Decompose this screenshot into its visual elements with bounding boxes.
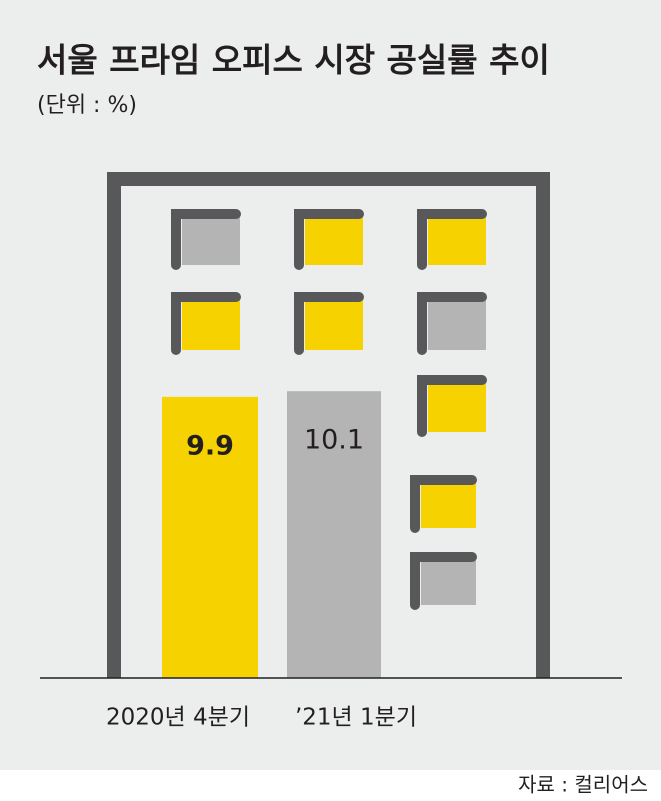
window [410, 475, 477, 533]
window [417, 375, 487, 437]
window [417, 209, 487, 270]
window [417, 292, 487, 355]
bar [162, 396, 258, 678]
window [294, 292, 364, 355]
chart-title: 서울 프라임 오피스 시장 공실률 추이 [37, 41, 550, 80]
bar [287, 391, 381, 678]
window [171, 292, 241, 355]
source: 자료 : 컬리어스 [518, 773, 648, 797]
windows [171, 209, 487, 610]
chart-subtitle: (단위 : %) [37, 93, 137, 118]
value-label: 10.1 [304, 425, 364, 456]
window [171, 209, 241, 270]
footer-background [0, 770, 661, 801]
building-outline [107, 172, 550, 678]
x-tick-label: 2020년 4분기 [106, 705, 250, 731]
window [410, 552, 477, 610]
value-label: 9.9 [186, 430, 234, 461]
x-tick-label: ’21년 1분기 [295, 705, 417, 731]
window [294, 209, 364, 270]
